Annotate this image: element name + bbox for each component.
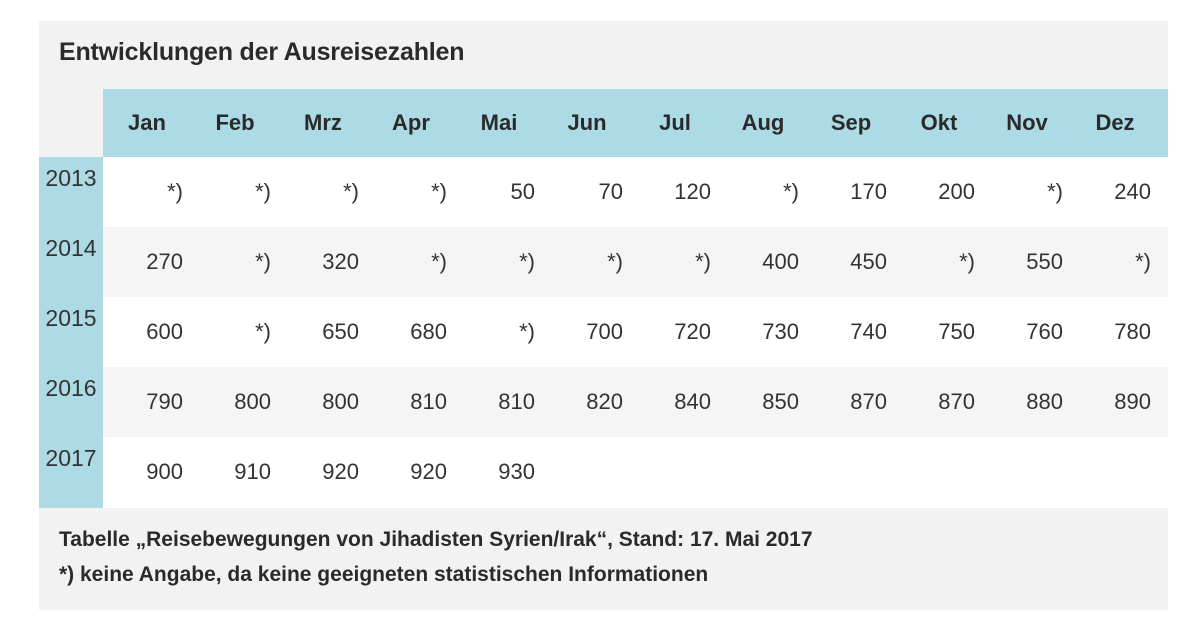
- table-cell: 600: [146, 319, 183, 344]
- table-cell: 800: [234, 389, 271, 414]
- row-header-year: 2013: [45, 165, 97, 191]
- table-cell: 750: [938, 319, 975, 344]
- table-row: 270 *) 320 *) *) *) *) 400 450 *) 550 *): [103, 227, 1168, 297]
- table-cell: *): [431, 249, 447, 274]
- column-header-okt: Okt: [920, 110, 958, 135]
- table-cell: [543, 437, 623, 507]
- table-cell: *): [695, 249, 711, 274]
- table-cell: 780: [1114, 319, 1151, 344]
- table-cell: 270: [146, 249, 183, 274]
- table-cell: [807, 437, 887, 507]
- table-cell: [719, 437, 799, 507]
- table-cell: 730: [762, 319, 799, 344]
- table-cell: 70: [598, 179, 623, 204]
- table-row: 900 910 920 920 930: [103, 437, 1168, 507]
- table-cell: 900: [146, 459, 183, 484]
- footnote: *) keine Angabe, da keine geeigneten sta…: [59, 563, 709, 586]
- column-header-dez: Dez: [1095, 110, 1135, 135]
- column-header-mrz: Mrz: [304, 110, 342, 135]
- table-cell: *): [607, 249, 623, 274]
- header-corner: [39, 89, 103, 157]
- table-cell: 910: [234, 459, 271, 484]
- table-cell: 240: [1114, 179, 1151, 204]
- column-header-jun: Jun: [567, 110, 607, 135]
- table-cell: 550: [1026, 249, 1063, 274]
- table-cell: *): [343, 179, 359, 204]
- table-cell: 810: [410, 389, 447, 414]
- table-cell: 760: [1026, 319, 1063, 344]
- table-cell: *): [1047, 179, 1063, 204]
- table-cell: 880: [1026, 389, 1063, 414]
- row-header-year: 2016: [45, 375, 97, 401]
- table-cell: *): [255, 179, 271, 204]
- table-cell: *): [255, 249, 271, 274]
- table-row: *) *) *) *) 50 70 120 *) 170 200 *) 240: [103, 157, 1168, 227]
- table-cell: 700: [586, 319, 623, 344]
- row-header-year: 2014: [45, 235, 97, 261]
- year-column: [39, 157, 103, 508]
- table-cell: 870: [850, 389, 887, 414]
- table-cell: *): [519, 319, 535, 344]
- table-footer: Tabelle „Reisebewegungen von Jihadisten …: [39, 508, 1168, 610]
- table-cell: 400: [762, 249, 799, 274]
- table-cell: 200: [938, 179, 975, 204]
- column-header-jan: Jan: [128, 110, 166, 135]
- table-cell: 740: [850, 319, 887, 344]
- column-header-aug: Aug: [741, 110, 785, 135]
- table-cell: [1071, 437, 1151, 507]
- table-cell: 930: [498, 459, 535, 484]
- source-note: Tabelle „Reisebewegungen von Jihadisten …: [59, 528, 813, 551]
- table-cell: *): [431, 179, 447, 204]
- table-cell: 170: [850, 179, 887, 204]
- table-cell: [895, 437, 975, 507]
- table-cell: 850: [762, 389, 799, 414]
- table-cell: [631, 437, 711, 507]
- table-cell: *): [519, 249, 535, 274]
- table-cell: 720: [674, 319, 711, 344]
- table-cell: 820: [586, 389, 623, 414]
- table-cell: 650: [322, 319, 359, 344]
- table-cell: 50: [510, 179, 535, 204]
- column-header-apr: Apr: [392, 110, 430, 135]
- table-cell: *): [167, 179, 183, 204]
- table-cell: 840: [674, 389, 711, 414]
- data-table-card: Entwicklungen der Ausreisezahlen Jan Feb M…: [39, 21, 1168, 610]
- title-bar: Entwicklungen der Ausreisezahlen: [39, 21, 1168, 89]
- table-cell: 920: [410, 459, 447, 484]
- column-header-mai: Mai: [480, 110, 518, 135]
- row-header-year: 2015: [45, 305, 97, 331]
- column-header-sep: Sep: [830, 110, 872, 135]
- table-cell: 890: [1114, 389, 1151, 414]
- month-header-row: Jan Feb Mrz Apr Mai Jun Jul Aug Sep Okt Nov Dez: [103, 89, 1168, 157]
- table-row: 790 800 800 810 810 820 840 850 870 870 880 890: [103, 367, 1168, 437]
- table-cell: *): [959, 249, 975, 274]
- table-cell: *): [783, 179, 799, 204]
- row-header-year: 2017: [45, 445, 97, 471]
- table-cell: 450: [850, 249, 887, 274]
- table-cell: 810: [498, 389, 535, 414]
- column-header-nov: Nov: [1006, 110, 1048, 135]
- table-cell: 920: [322, 459, 359, 484]
- table-title: Entwicklungen der Ausreisezahlen: [59, 38, 465, 66]
- table-cell: 790: [146, 389, 183, 414]
- table-cell: *): [1135, 249, 1151, 274]
- table-cell: 800: [322, 389, 359, 414]
- table-cell: *): [255, 319, 271, 344]
- table-cell: [983, 437, 1063, 507]
- table-cell: 120: [674, 179, 711, 204]
- table-row: 600 *) 650 680 *) 700 720 730 740 750 760 780: [103, 297, 1168, 367]
- column-header-feb: Feb: [215, 110, 255, 135]
- table-cell: 680: [410, 319, 447, 344]
- column-header-jul: Jul: [659, 110, 691, 135]
- table-cell: 870: [938, 389, 975, 414]
- table-cell: 320: [322, 249, 359, 274]
